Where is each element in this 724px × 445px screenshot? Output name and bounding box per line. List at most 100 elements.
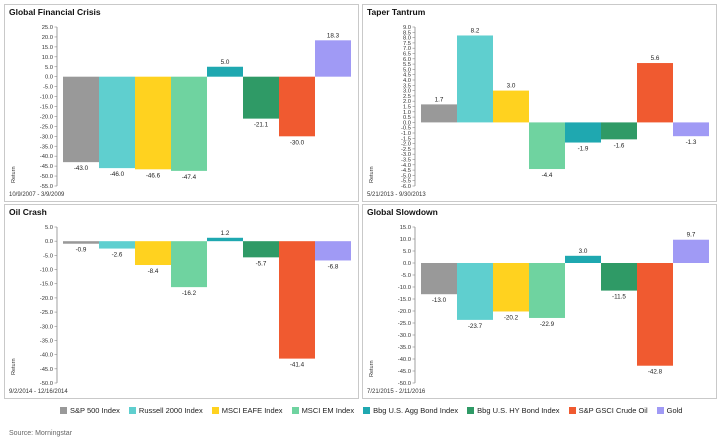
y-tick-label: 4.0: [403, 78, 411, 84]
bar-value-label: -47.4: [182, 174, 197, 181]
bar: [637, 63, 673, 123]
y-tick-label: -5.5: [401, 179, 411, 185]
chart-panel-global-slowdown: Global Slowdown 15.0 10.0 5.0 0.0 -5.0 -10.0 -…: [362, 204, 717, 399]
y-tick-label: 6.5: [403, 52, 411, 58]
y-axis-label: Return: [369, 166, 375, 183]
legend-swatch: [211, 406, 219, 414]
y-tick-label: 20.0: [42, 35, 53, 41]
y-tick-label: 5.5: [403, 62, 411, 68]
y-tick-label: -5.0: [401, 173, 411, 179]
bar: [637, 263, 673, 366]
bar: [601, 122, 637, 140]
y-tick-label: 0.0: [403, 261, 411, 267]
legend-swatch: [128, 406, 136, 414]
y-tick-label: 1.0: [403, 110, 411, 116]
y-tick-label: 2.5: [403, 94, 411, 100]
y-tick-label: -20.0: [398, 309, 411, 315]
y-tick-label: -30.0: [40, 134, 53, 140]
bar-value-label: -43.0: [74, 165, 89, 172]
y-axis-label: Return: [369, 360, 375, 377]
y-tick-label: -40.0: [40, 353, 53, 359]
bar-chart: 5.0 0.0 -5.0 -10.0 -15.0 -20.0 -25.0 -30.0 -35.0…: [40, 225, 351, 387]
bar: [493, 90, 529, 123]
bar-value-label: 8.2: [471, 27, 480, 34]
y-tick-label: 3.5: [403, 83, 411, 89]
bar-value-label: -11.5: [612, 294, 626, 301]
bar-value-label: -1.9: [578, 146, 589, 153]
bar: [99, 76, 135, 169]
legend-label: S&P 500 Index: [70, 405, 120, 415]
bar-value-label: -8.4: [148, 268, 159, 275]
y-axis-label: Return: [11, 358, 17, 375]
y-tick-label: 0.0: [403, 120, 411, 126]
legend-swatch: [656, 406, 664, 414]
bar-value-label: -1.6: [614, 142, 625, 149]
period-label: 5/21/2013 - 9/30/2013: [367, 192, 426, 198]
bar-chart: 9.08.58.07.57.06.56.05.55.04.54.03.53.02…: [401, 25, 709, 190]
legend-label: S&P GSCI Crude Oil: [578, 405, 648, 415]
source-note: Source: Morningstar: [9, 430, 73, 437]
y-tick-label: -55.0: [40, 184, 53, 190]
bar: [565, 122, 601, 143]
legend-label: Gold: [666, 405, 683, 415]
y-tick-label: -1.0: [401, 131, 411, 137]
y-tick-label: 15.0: [400, 225, 411, 231]
bar-value-label: -21.1: [254, 122, 269, 129]
y-tick-label: -20.0: [40, 114, 53, 120]
legend-swatch: [568, 406, 576, 414]
y-tick-label: -30.0: [40, 324, 53, 330]
bar-value-label: 5.0: [221, 59, 230, 66]
y-tick-label: -50.0: [398, 381, 411, 387]
bar: [457, 263, 493, 320]
y-tick-label: 3.0: [403, 89, 411, 95]
bar: [279, 241, 315, 359]
bar-value-label: -13.0: [432, 297, 447, 304]
y-tick-label: 10.0: [400, 237, 411, 243]
bar: [243, 76, 279, 119]
bar: [207, 237, 243, 242]
y-tick-label: 5.0: [403, 67, 411, 73]
y-tick-label: -15.0: [398, 297, 411, 303]
bar: [493, 263, 529, 312]
chart-title: Global Financial Crisis: [9, 7, 101, 17]
bar: [565, 255, 601, 263]
bar-value-label: -23.7: [468, 323, 483, 330]
y-tick-label: -3.0: [401, 152, 411, 158]
y-tick-label: -35.0: [398, 345, 411, 351]
y-tick-label: -2.5: [401, 147, 411, 153]
y-tick-label: -25.0: [398, 321, 411, 327]
bar-value-label: -46.6: [146, 172, 161, 179]
y-tick-label: -10.0: [40, 95, 53, 101]
bar-value-label: -20.2: [504, 314, 519, 321]
y-tick-label: -3.5: [401, 158, 411, 164]
legend: S&P 500 Index Russell 2000 Index MSCI EA…: [60, 404, 691, 416]
legend-label: Bbg U.S. Agg Bond Index: [373, 405, 459, 415]
legend-item: MSCI EM Index: [291, 406, 354, 415]
legend-swatch: [60, 406, 67, 414]
y-tick-label: -45.0: [40, 164, 53, 170]
y-tick-label: -35.0: [40, 144, 53, 150]
legend-label: Russell 2000 Index: [138, 405, 203, 415]
legend-item: MSCI EAFE Index: [211, 406, 283, 415]
bar-value-label: 3.0: [579, 248, 588, 255]
y-tick-label: 6.0: [403, 57, 411, 63]
bar: [457, 35, 493, 123]
chart-panel-global-financial-crisis: Global Financial Crisis 25.0 20.0 15.0 10.0…: [4, 4, 359, 202]
bar: [601, 263, 637, 291]
y-tick-label: 25.0: [42, 25, 53, 31]
y-tick-label: 7.0: [403, 46, 411, 52]
chart-panel-taper-tantrum: Taper Tantrum 9.0 8.5 8.0 7.5 7.0 6.5 6.0 5.5 5.…: [362, 4, 717, 202]
chart-title: Taper Tantrum: [367, 7, 426, 17]
y-tick-label: -25.0: [40, 310, 53, 316]
bar-value-label: -6.8: [328, 263, 339, 270]
period-label: 7/21/2015 - 2/11/2016: [367, 389, 426, 395]
bar: [315, 241, 351, 261]
bar: [99, 241, 135, 249]
bar-value-label: 9.7: [687, 232, 696, 239]
bar: [207, 66, 243, 77]
y-tick-label: -5.0: [401, 273, 411, 279]
bar-value-label: 5.6: [651, 55, 660, 62]
y-tick-label: 5.0: [45, 225, 53, 231]
chart-title: Global Slowdown: [367, 207, 438, 217]
bar: [315, 40, 351, 77]
